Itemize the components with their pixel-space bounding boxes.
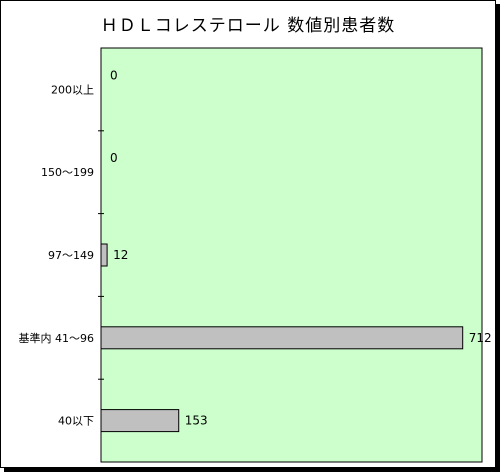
category-label: 基準内 41～96 (19, 331, 95, 345)
value-label: 12 (113, 248, 128, 262)
value-label: 0 (110, 151, 118, 165)
category-label: 150～199 (41, 166, 94, 179)
bar (100, 243, 108, 267)
bar (100, 409, 180, 433)
category-label: 40以下 (58, 415, 94, 428)
chart-title: ＨＤＬコレステロール 数値別患者数 (100, 16, 396, 36)
value-label: 153 (185, 414, 208, 428)
value-label: 712 (469, 331, 492, 345)
category-label: 97～149 (48, 249, 94, 262)
bar (100, 326, 464, 350)
plot-area (100, 47, 483, 463)
value-label: 0 (110, 68, 118, 82)
category-label: 200以上 (51, 83, 94, 96)
